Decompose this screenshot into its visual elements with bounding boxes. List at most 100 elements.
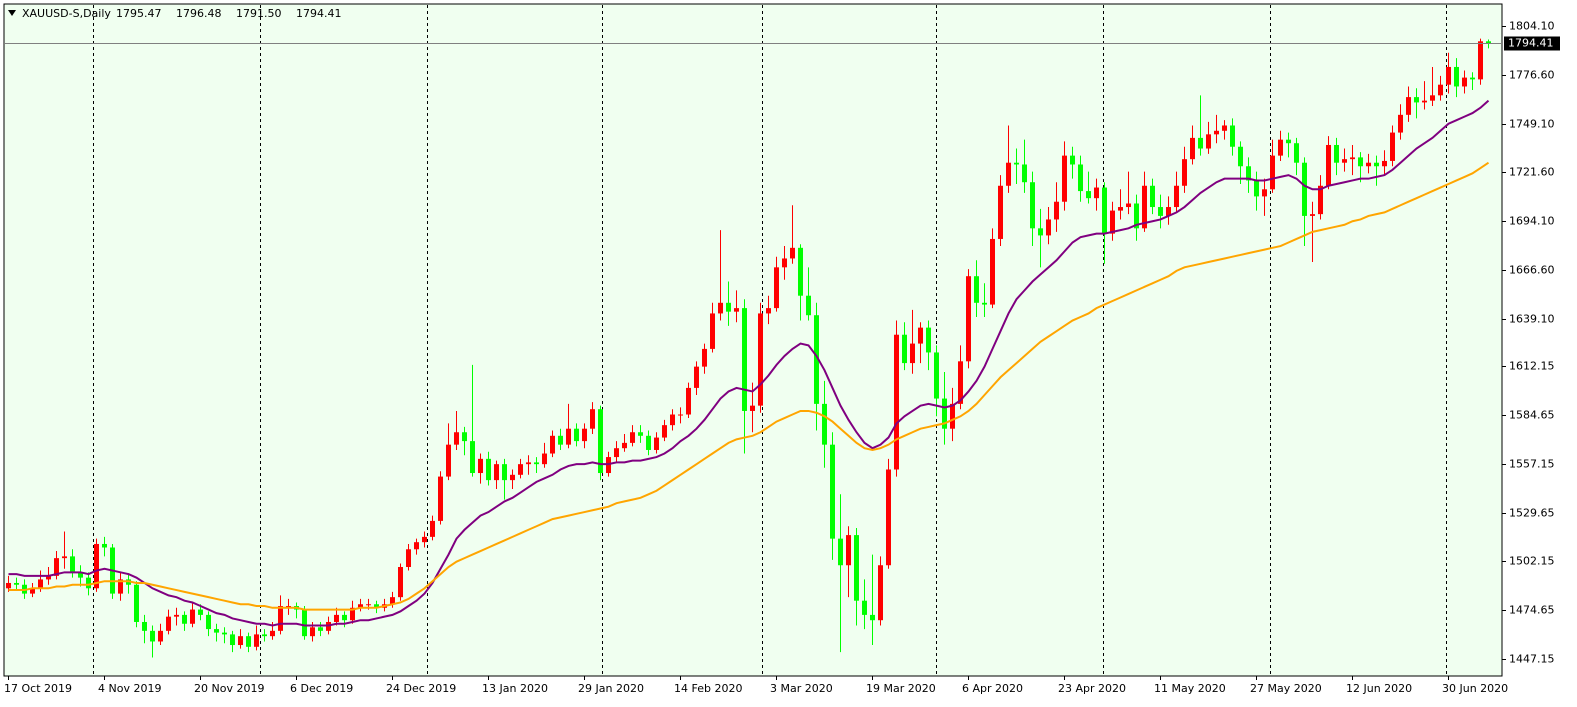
- candle-body: [686, 387, 691, 415]
- candle-body: [1094, 187, 1099, 199]
- candle-body: [486, 458, 491, 481]
- candle-body: [302, 609, 307, 637]
- candle-body: [422, 536, 427, 543]
- candle-body: [230, 634, 235, 646]
- candle-body: [974, 276, 979, 303]
- candle-body: [894, 334, 899, 470]
- candle-body: [862, 600, 867, 615]
- x-tick-label: 14 Feb 2020: [674, 682, 742, 695]
- candle-body: [1294, 143, 1299, 163]
- candle-body: [1238, 146, 1243, 167]
- candle-body: [1214, 130, 1219, 135]
- candle-body: [526, 462, 531, 465]
- candle-body: [694, 366, 699, 388]
- x-tick-label: 4 Nov 2019: [98, 682, 161, 695]
- candle-body: [166, 616, 171, 631]
- y-tick-label: 1749.10: [1509, 118, 1555, 131]
- candle-body: [870, 614, 875, 621]
- candle-body: [934, 352, 939, 399]
- candle-body: [550, 435, 555, 454]
- candle-body: [390, 597, 395, 605]
- x-tick-label: 17 Oct 2019: [4, 682, 72, 695]
- candle-body: [798, 247, 803, 296]
- candle-body: [1334, 144, 1339, 163]
- y-tick-label: 1474.65: [1509, 604, 1555, 617]
- candle-body: [782, 258, 787, 268]
- x-tick-label: 6 Dec 2019: [290, 682, 353, 695]
- candle-body: [510, 474, 515, 481]
- candle-body: [478, 458, 483, 474]
- candle-body: [1078, 164, 1083, 192]
- candle-body: [46, 575, 51, 580]
- candle-body: [518, 464, 523, 475]
- candle-body: [462, 432, 467, 442]
- y-tick-label: 1612.15: [1509, 360, 1555, 373]
- candle-body: [1478, 41, 1483, 80]
- candle-body: [998, 185, 1003, 239]
- x-tick-label: 29 Jan 2020: [578, 682, 644, 695]
- candle-body: [30, 588, 35, 594]
- candle-body: [838, 538, 843, 566]
- candle-body: [238, 636, 243, 646]
- candle-body: [206, 614, 211, 630]
- y-tick-label: 1721.60: [1509, 166, 1555, 179]
- candle-body: [886, 469, 891, 566]
- candle-body: [830, 444, 835, 539]
- candle-body: [1246, 166, 1251, 181]
- candle-body: [38, 579, 43, 589]
- y-tick-label: 1447.15: [1509, 653, 1555, 666]
- candle-body: [318, 627, 323, 631]
- candle-body: [414, 542, 419, 550]
- candle-body: [406, 549, 411, 568]
- candle-body: [1310, 214, 1315, 216]
- candle-body: [350, 607, 355, 621]
- candle-body: [254, 634, 259, 647]
- x-tick-label: 30 Jun 2020: [1442, 682, 1508, 695]
- candle-body: [334, 614, 339, 622]
- candle-body: [646, 435, 651, 450]
- candle-body: [1350, 157, 1355, 160]
- candle-body: [558, 435, 563, 445]
- candle-body: [1118, 207, 1123, 211]
- candle-body: [790, 247, 795, 259]
- candle-body: [574, 428, 579, 442]
- candle-body: [430, 520, 435, 537]
- candle-body: [1254, 180, 1259, 197]
- candle-body: [1374, 162, 1379, 167]
- x-tick-label: 13 Jan 2020: [482, 682, 548, 695]
- x-tick-label: 3 Mar 2020: [770, 682, 833, 695]
- last-price-tag: [1504, 36, 1560, 51]
- candle-body: [822, 403, 827, 445]
- candle-body: [358, 604, 363, 608]
- x-tick-label: 12 Jun 2020: [1346, 682, 1412, 695]
- candle-body: [1142, 185, 1147, 229]
- candle-body: [1014, 162, 1019, 165]
- candle-body: [438, 476, 443, 521]
- candle-body: [1150, 185, 1155, 208]
- candle-body: [1086, 191, 1091, 199]
- candle-body: [1206, 134, 1211, 149]
- candle-body: [1102, 187, 1107, 234]
- candle-body: [502, 464, 507, 481]
- candle-body: [710, 313, 715, 349]
- candle-body: [566, 428, 571, 445]
- candle-body: [926, 327, 931, 353]
- y-tick-label: 1639.10: [1509, 313, 1555, 326]
- close-label: 1794.41: [296, 7, 342, 20]
- candle-body: [190, 609, 195, 624]
- candle-body: [158, 630, 163, 642]
- candle-body: [270, 630, 275, 637]
- candle-body: [1198, 137, 1203, 149]
- candle-body: [638, 432, 643, 436]
- candle-body: [342, 614, 347, 621]
- candle-body: [806, 295, 811, 316]
- candle-body: [1278, 139, 1283, 156]
- y-tick-label: 1776.60: [1509, 69, 1555, 82]
- candle-body: [542, 453, 547, 465]
- candle-body: [222, 632, 227, 635]
- candle-body: [62, 556, 67, 559]
- y-tick-label: 1529.65: [1509, 507, 1555, 520]
- candle-body: [398, 567, 403, 598]
- candle-body: [918, 327, 923, 344]
- candle-body: [246, 636, 251, 647]
